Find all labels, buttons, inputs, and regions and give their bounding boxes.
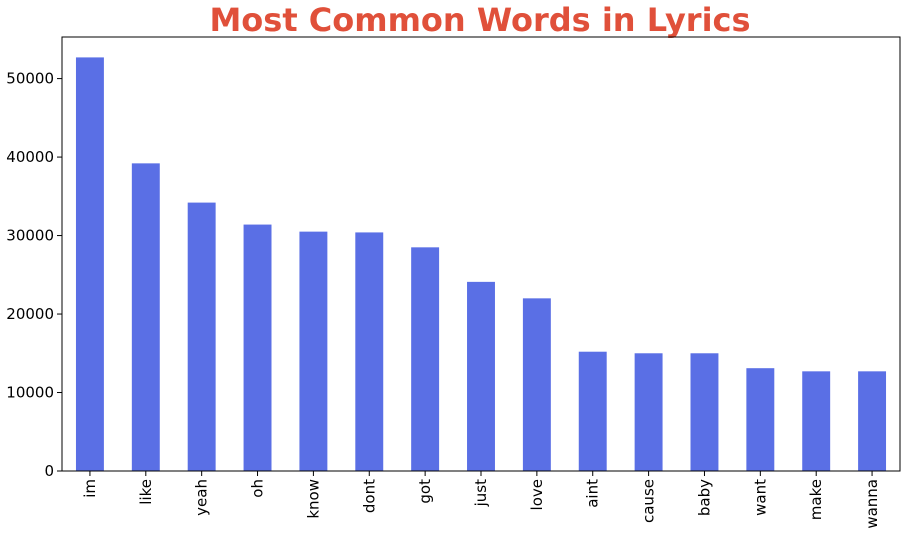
bar-aint	[578, 351, 607, 471]
bar-just	[467, 281, 495, 471]
bar-yeah	[187, 202, 216, 471]
x-tick-label: dont	[360, 479, 378, 513]
bars-group	[75, 57, 887, 472]
x-tick-label: just	[472, 479, 490, 507]
x-tick-label: got	[416, 479, 434, 504]
x-tick-label: wanna	[863, 479, 881, 529]
bar-love	[522, 298, 551, 471]
bar-know	[299, 231, 328, 471]
bar-got	[411, 247, 440, 471]
x-tick-label: know	[304, 479, 322, 519]
x-tick-label: yeah	[193, 479, 211, 516]
y-tick-label: 20000	[6, 305, 54, 323]
plot-area-frame	[61, 36, 901, 472]
y-tick-label: 0	[44, 462, 54, 480]
bar-want	[746, 368, 775, 471]
bar-make	[802, 371, 831, 471]
y-tick-label: 50000	[6, 70, 54, 88]
bar-dont	[355, 232, 384, 471]
y-axis: 0 10000 20000 30000 40000 50000	[6, 70, 62, 480]
x-tick-label: aint	[584, 479, 602, 508]
x-tick-label: love	[528, 479, 546, 510]
bar-like	[131, 163, 160, 471]
y-tick-label: 30000	[6, 227, 54, 245]
bar-wanna	[858, 371, 887, 471]
bar-cause	[634, 353, 663, 471]
bar-oh	[243, 224, 272, 471]
x-tick-label: baby	[695, 479, 713, 516]
x-tick-label: like	[137, 479, 155, 505]
x-tick-label: make	[807, 479, 825, 520]
x-tick-label: want	[751, 479, 769, 516]
x-tick-label: cause	[640, 479, 658, 523]
bar-baby	[690, 353, 719, 471]
y-tick-label: 10000	[6, 384, 54, 402]
chart-title: Most Common Words in Lyrics	[209, 1, 750, 39]
y-tick-label: 40000	[6, 148, 54, 166]
x-axis: im like yeah oh know dont got just love aint cause…	[81, 471, 881, 529]
bar-im	[75, 57, 104, 472]
x-tick-label: oh	[249, 479, 267, 498]
x-tick-label: im	[81, 479, 99, 498]
